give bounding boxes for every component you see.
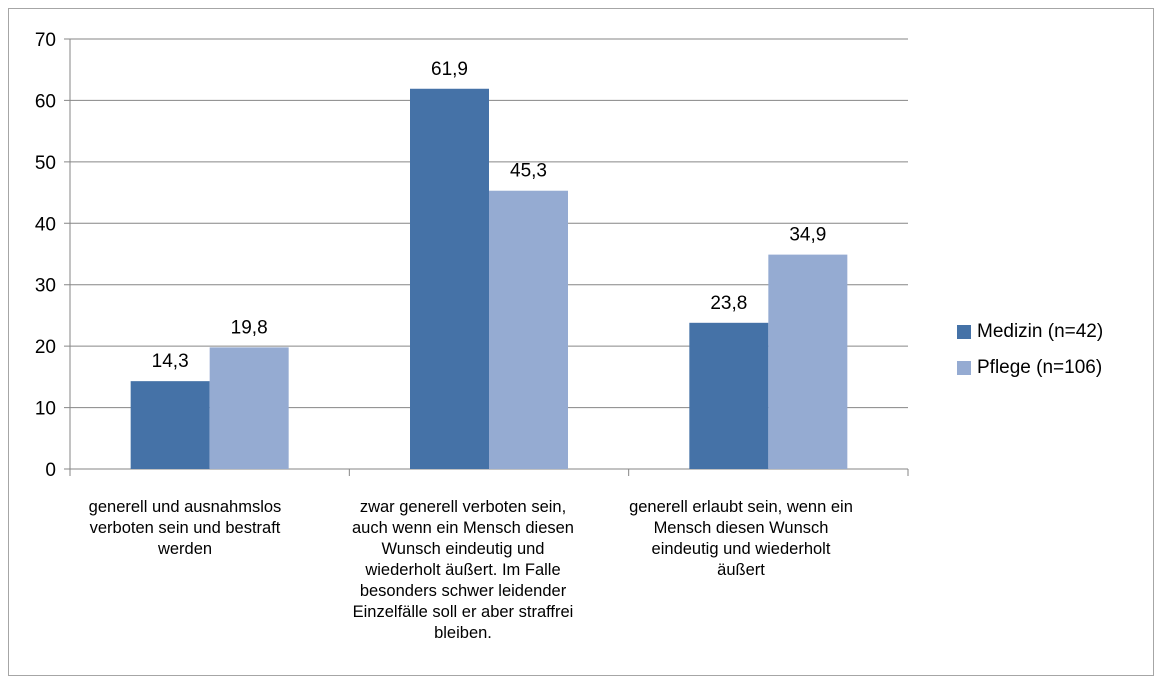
y-tick-label: 0 xyxy=(45,460,56,481)
bar-pflege-3 xyxy=(768,254,848,469)
y-tick-label: 70 xyxy=(35,30,56,51)
bar-chart: 0 10 20 30 40 50 60 70 14,3 61,9 23,8 19,8 45,3 34,9 xyxy=(35,30,909,481)
y-tick-label: 50 xyxy=(35,153,56,174)
legend-swatch-pflege xyxy=(957,361,971,375)
bar-pflege-1 xyxy=(209,347,289,469)
category-label-3: generell erlaubt sein, wenn ein Mensch d… xyxy=(629,498,853,579)
legend-label-medizin: Medizin (n=42) xyxy=(977,321,1104,342)
category-label-2: zwar generell verboten sein, auch wenn e… xyxy=(352,498,574,642)
bar-medizin-2 xyxy=(410,88,489,469)
y-tick-label: 60 xyxy=(35,91,56,112)
chart-frame: 0 10 20 30 40 50 60 70 14,3 61,9 23,8 19,8 45,3 34,9 … xyxy=(8,8,1154,676)
data-label: 45,3 xyxy=(510,161,547,182)
legend-swatch-medizin xyxy=(957,325,971,339)
legend-item-pflege: Pflege (n=106) xyxy=(957,357,1103,379)
bar-medizin-1 xyxy=(130,381,210,469)
y-tick-label: 40 xyxy=(35,214,56,235)
bar-medizin-3 xyxy=(689,322,769,469)
legend-label-pflege: Pflege (n=106) xyxy=(977,357,1103,378)
y-tick-label: 10 xyxy=(35,399,56,420)
data-label: 19,8 xyxy=(231,317,268,338)
data-label: 34,9 xyxy=(789,225,826,246)
legend-item-medizin: Medizin (n=42) xyxy=(957,321,1103,343)
legend: Medizin (n=42) Pflege (n=106) xyxy=(957,321,1103,393)
category-label-1: generell und ausnahmslos verboten sein u… xyxy=(88,498,282,558)
data-label: 23,8 xyxy=(710,293,747,314)
y-tick-label: 30 xyxy=(35,276,56,297)
data-label: 61,9 xyxy=(431,59,468,80)
bar-pflege-2 xyxy=(489,190,568,469)
y-tick-label: 20 xyxy=(35,337,56,358)
data-label: 14,3 xyxy=(152,351,189,372)
